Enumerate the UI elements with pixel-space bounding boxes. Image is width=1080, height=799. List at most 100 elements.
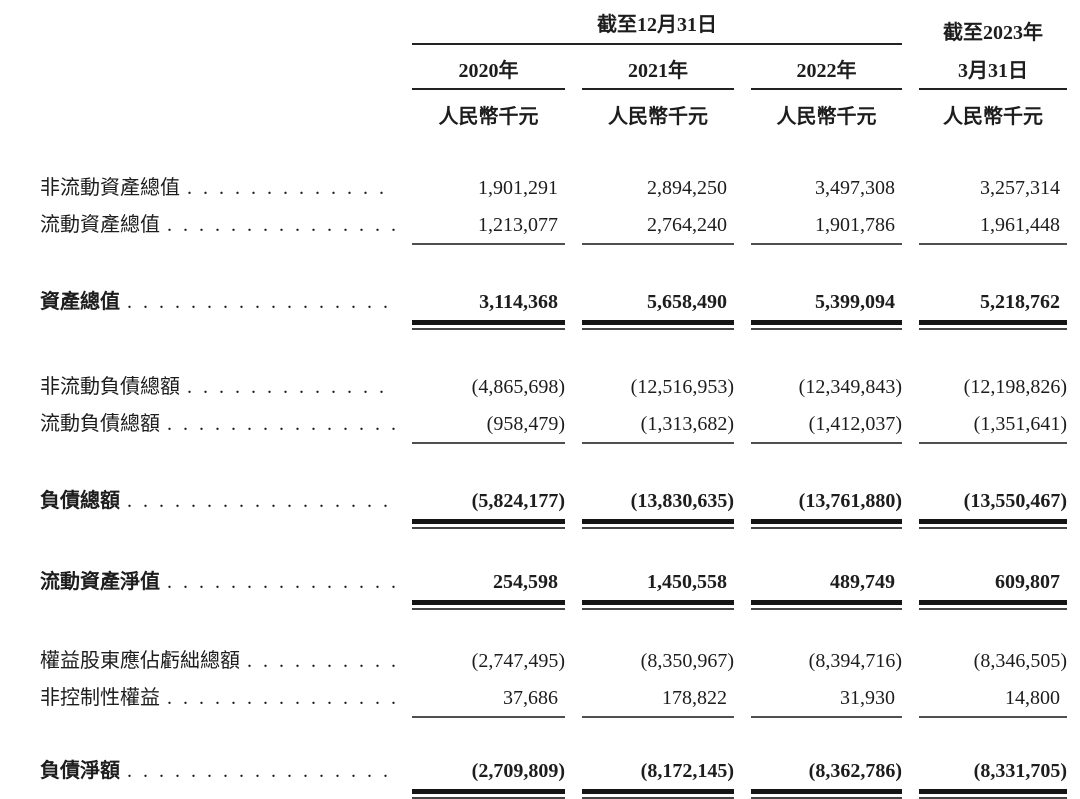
value-2020: (5,824,177): [471, 490, 565, 512]
value-2020: 37,686: [503, 687, 558, 709]
value-2020: (2,747,495): [471, 650, 565, 672]
value-cell-2023: (1,351,641): [919, 413, 1067, 444]
double-rule: [582, 600, 734, 610]
value-cell-2022: (12,349,843): [751, 376, 902, 399]
period-2023-label-line1: 截至2023年: [943, 22, 1043, 44]
value-cell-2021: (12,516,953): [582, 376, 734, 399]
value-cell-2021: (8,172,145): [582, 760, 734, 799]
value-cell-2023: 5,218,762: [919, 291, 1067, 330]
double-rule: [582, 789, 734, 799]
row-deficit-attributable-to-equity-shareholders: 權益股東應佔虧絀總額 (2,747,495) (8,350,967) (8,39…: [40, 644, 1070, 673]
dot-leader: [240, 650, 395, 673]
year-2022-label: 2022年: [796, 60, 857, 82]
row-label-text: 權益股東應佔虧絀總額: [40, 650, 240, 672]
dot-leader: [160, 214, 395, 237]
single-rule: [751, 716, 902, 718]
value-2020: 1,901,291: [478, 177, 558, 199]
value-cell-2020: 37,686: [412, 687, 565, 718]
value-cell-2020: 1,213,077: [412, 214, 565, 245]
value-2020: 1,213,077: [478, 214, 558, 236]
value-cell-2023: 14,800: [919, 687, 1067, 718]
row-label: 負債淨額: [40, 754, 395, 783]
row-total-non-current-liabilities: 非流動負債總額 (4,865,698) (12,516,953) (12,349…: [40, 370, 1070, 399]
row-total-current-assets: 流動資產總值 1,213,077 2,764,240 1,901,786 1,9…: [40, 208, 1070, 245]
value-2021: 1,450,558: [647, 571, 727, 593]
value-2020: (958,479): [486, 413, 565, 435]
value-2021: 2,894,250: [647, 177, 727, 199]
single-rule: [919, 243, 1067, 245]
unit-text: 人民幣千元: [943, 106, 1043, 128]
value-cell-2023: (8,331,705): [919, 760, 1067, 799]
row-label-text: 非控制性權益: [40, 687, 160, 709]
value-cell-2020: (958,479): [412, 413, 565, 444]
unit-label-2022: 人民幣千元: [751, 90, 902, 129]
dot-leader: [160, 687, 395, 710]
value-2021: (1,313,682): [640, 413, 734, 435]
double-rule: [751, 600, 902, 610]
period-2023-header-line2: 3月31日: [919, 47, 1067, 90]
value-2022: 1,901,786: [815, 214, 895, 236]
value-2020: (2,709,809): [471, 760, 565, 782]
single-rule: [412, 243, 565, 245]
value-cell-2022: 1,901,786: [751, 214, 902, 245]
table-header-year-row: 2020年 2021年 2022年 3月31日: [40, 47, 1070, 90]
row-net-liabilities: 負債淨額 (2,709,809) (8,172,145) (8,362,786)…: [40, 754, 1070, 799]
double-rule: [412, 519, 565, 529]
value-2023: 1,961,448: [980, 214, 1060, 236]
unit-label-2020: 人民幣千元: [412, 90, 565, 129]
value-2023: (12,198,826): [963, 376, 1067, 398]
single-rule: [751, 442, 902, 444]
double-rule: [582, 519, 734, 529]
value-2022: 31,930: [840, 687, 895, 709]
value-cell-2022: (8,394,716): [751, 650, 902, 673]
period-group-header: 截至12月31日: [412, 8, 902, 45]
period-group-label: 截至12月31日: [597, 14, 717, 36]
value-2022: (13,761,880): [798, 490, 902, 512]
row-label: 流動資產淨值: [40, 565, 395, 594]
row-label-text: 流動負債總額: [40, 413, 160, 435]
double-rule: [412, 320, 565, 330]
dot-leader: [120, 760, 395, 783]
unit-label-2021: 人民幣千元: [582, 90, 734, 129]
double-rule: [751, 789, 902, 799]
value-2023: 3,257,314: [980, 177, 1060, 199]
value-2023: 5,218,762: [980, 291, 1060, 313]
dot-leader: [120, 291, 395, 314]
row-label-text: 流動資產總值: [40, 214, 160, 236]
value-cell-2021: 1,450,558: [582, 571, 734, 610]
value-2021: (8,350,967): [640, 650, 734, 672]
table-header-period-row: 截至12月31日 截至2023年: [40, 8, 1070, 45]
unit-text: 人民幣千元: [608, 106, 708, 128]
row-label: 非控制性權益: [40, 681, 395, 710]
year-2020-label: 2020年: [458, 60, 519, 82]
row-label-text: 資產總值: [40, 291, 120, 313]
value-2021: (8,172,145): [640, 760, 734, 782]
unit-text: 人民幣千元: [438, 106, 539, 128]
double-rule: [751, 320, 902, 330]
single-rule: [919, 442, 1067, 444]
value-cell-2022: (13,761,880): [751, 490, 902, 529]
value-cell-2022: 3,497,308: [751, 177, 902, 200]
row-label: 負債總額: [40, 484, 395, 513]
single-rule: [751, 243, 902, 245]
period-2023-label-line2: 3月31日: [958, 60, 1028, 82]
single-rule: [582, 716, 734, 718]
value-cell-2021: (1,313,682): [582, 413, 734, 444]
value-cell-2023: 1,961,448: [919, 214, 1067, 245]
value-cell-2022: (8,362,786): [751, 760, 902, 799]
row-label-text: 流動資產淨值: [40, 571, 160, 593]
dot-leader: [180, 376, 395, 399]
value-cell-2023: (12,198,826): [919, 376, 1067, 399]
double-rule: [919, 519, 1067, 529]
value-cell-2020: (5,824,177): [412, 490, 565, 529]
unit-label-2023: 人民幣千元: [919, 90, 1067, 129]
dot-leader: [160, 571, 395, 594]
value-2022: (12,349,843): [798, 376, 902, 398]
row-label: 流動負債總額: [40, 407, 395, 436]
value-2022: (1,412,037): [808, 413, 902, 435]
value-cell-2021: (8,350,967): [582, 650, 734, 673]
value-cell-2020: (4,865,698): [412, 376, 565, 399]
row-non-controlling-interests: 非控制性權益 37,686 178,822 31,930 14,800: [40, 681, 1070, 718]
value-cell-2022: 5,399,094: [751, 291, 902, 330]
value-cell-2021: 2,764,240: [582, 214, 734, 245]
